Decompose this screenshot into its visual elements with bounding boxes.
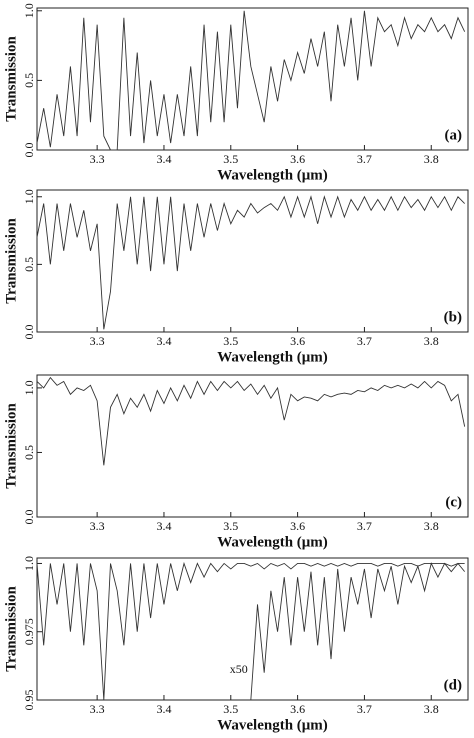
x-tick-label: 3.5 — [223, 152, 238, 166]
panel-label: (c) — [445, 494, 462, 510]
x-tick-label: 3.6 — [290, 519, 305, 533]
x-tick-label: 3.7 — [357, 152, 372, 166]
x-tick-label: 3.6 — [290, 152, 305, 166]
x-axis-label: Wavelength (μm) — [217, 717, 328, 733]
x-tick-label: 3.3 — [90, 519, 105, 533]
x-tick-label: 3.3 — [90, 702, 105, 716]
y-tick-label: 0.95 — [22, 690, 36, 711]
spectrum-line — [36, 561, 465, 701]
x-tick-label: 3.6 — [290, 334, 305, 348]
x-tick-label: 3.5 — [223, 334, 238, 348]
spectrum-line — [36, 376, 466, 466]
spectrum-line — [36, 195, 465, 330]
plot-frame — [36, 189, 469, 333]
x-tick-label: 3.8 — [424, 519, 439, 533]
panel: 3.3 3.4 3.5 3.6 3.7 3.8 0.0 0.5 1.0 Wavelength (μ… — [3, 374, 469, 550]
y-tick-label: 0.0 — [22, 143, 36, 158]
x-axis-label: Wavelength (μm) — [217, 167, 328, 183]
x-tick-label: 3.8 — [424, 334, 439, 348]
plot-frame — [36, 557, 469, 701]
x-tick-label: 3.6 — [290, 702, 305, 716]
x-tick-label: 3.4 — [156, 702, 171, 716]
x-tick-label: 3.7 — [357, 702, 372, 716]
y-tick-label: 0.5 — [22, 73, 36, 88]
y-axis-label: Transmission — [3, 36, 19, 122]
spectrum-line — [36, 10, 466, 151]
plot-frame — [36, 374, 469, 518]
panel-label: (d) — [444, 677, 462, 693]
y-tick-label: 0.0 — [22, 325, 36, 340]
panel: 3.3 3.4 3.5 3.6 3.7 3.8 0.95 0.975 1.0 Wavelength… — [3, 556, 469, 733]
y-axis-label: Transmission — [3, 586, 19, 672]
x-tick-label: 3.5 — [223, 702, 238, 716]
x-tick-label: 3.3 — [90, 152, 105, 166]
annotation: x50 — [230, 662, 248, 676]
spectrum-line — [250, 562, 466, 701]
panel-label: (a) — [445, 127, 463, 143]
x-tick-label: 3.4 — [156, 334, 171, 348]
y-axis-label: Transmission — [3, 218, 19, 304]
y-tick-label: 1.0 — [22, 3, 36, 18]
x-tick-label: 3.8 — [424, 152, 439, 166]
x-tick-label: 3.5 — [223, 519, 238, 533]
x-axis-label: Wavelength (μm) — [217, 534, 328, 550]
y-tick-label: 0.5 — [22, 257, 36, 272]
x-axis-label: Wavelength (μm) — [217, 349, 328, 365]
panel: 3.3 3.4 3.5 3.6 3.7 3.8 0.0 0.5 1.0 Wavelength (μ… — [3, 189, 469, 365]
x-tick-label: 3.7 — [357, 334, 372, 348]
y-axis-label: Transmission — [3, 403, 19, 489]
x-tick-label: 3.3 — [90, 334, 105, 348]
y-tick-label: 1.0 — [22, 556, 36, 571]
x-tick-label: 3.8 — [424, 702, 439, 716]
plot-frame — [36, 7, 469, 151]
y-tick-label: 1.0 — [22, 380, 36, 395]
y-tick-label: 0.0 — [22, 510, 36, 525]
y-tick-label: 0.975 — [22, 618, 36, 645]
x-tick-label: 3.4 — [156, 152, 171, 166]
panel: 3.3 3.4 3.5 3.6 3.7 3.8 0.0 0.5 1.0 Wavelength (μ… — [3, 3, 469, 183]
panel-label: (b) — [444, 309, 462, 325]
y-tick-label: 0.5 — [22, 445, 36, 460]
x-tick-label: 3.7 — [357, 519, 372, 533]
x-tick-label: 3.4 — [156, 519, 171, 533]
y-tick-label: 1.0 — [22, 189, 36, 204]
